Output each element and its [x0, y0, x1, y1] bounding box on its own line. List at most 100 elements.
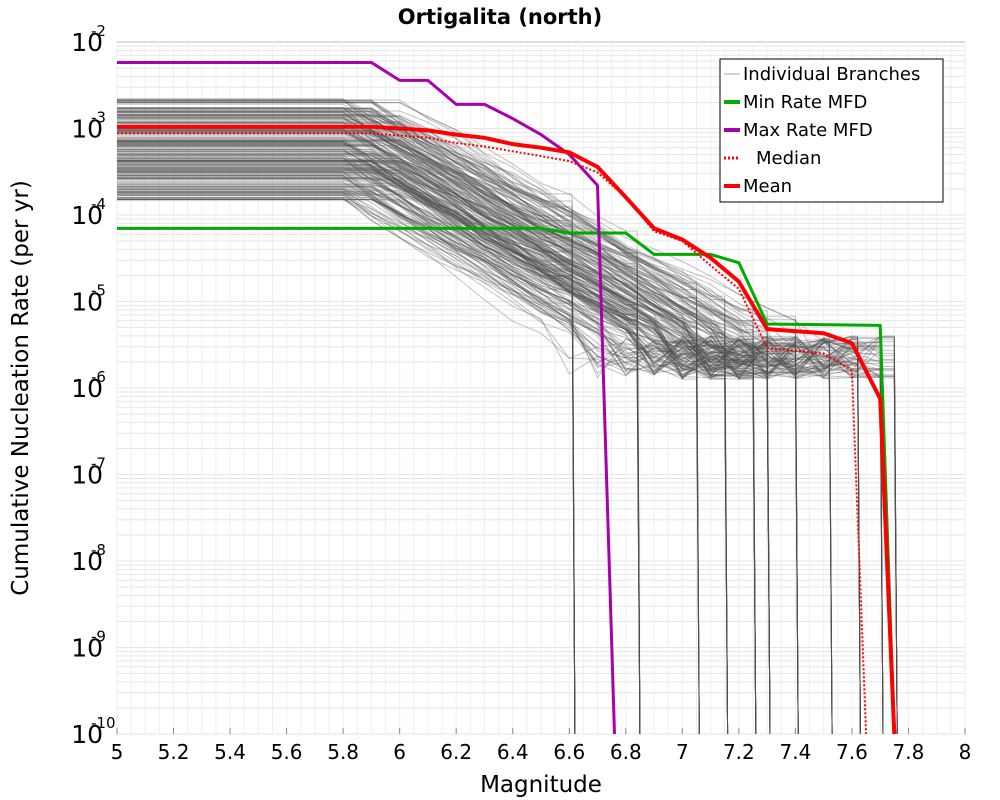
branch-line	[117, 129, 884, 735]
branch-line	[117, 159, 576, 735]
legend-label: Max Rate MFD	[743, 120, 873, 141]
y-tick-label: 10	[71, 374, 103, 403]
branch-line	[117, 197, 861, 735]
branch-line	[117, 167, 799, 735]
branch-line	[117, 122, 833, 735]
branch-line	[117, 186, 576, 735]
branch-line	[117, 183, 861, 735]
branch-line	[117, 169, 729, 735]
branch-line	[117, 165, 799, 735]
branch-line	[117, 143, 833, 735]
branch-line	[117, 101, 833, 735]
x-tick-label: 5.6	[271, 740, 303, 764]
branch-line	[117, 137, 771, 735]
branch-line	[117, 132, 861, 735]
branch-line	[117, 143, 771, 735]
branch-line	[117, 197, 757, 735]
y-tick-exponent: -9	[91, 628, 106, 646]
branch-line	[117, 182, 729, 735]
branch-line	[117, 111, 833, 735]
branch-line	[117, 171, 576, 735]
branch-line	[117, 130, 884, 735]
y-tick-exponent: -5	[91, 282, 106, 300]
branch-line	[117, 102, 576, 735]
x-axis-ticks: 5 5.2 5.4 5.6 5.8 6 6.2 6.4 6.6 6.8 7 7.2 7.4 7.6 7.8 8	[111, 728, 972, 764]
branch-line	[117, 188, 757, 735]
branch-line	[117, 123, 771, 735]
branch-line	[117, 167, 771, 735]
x-tick-label: 7.6	[836, 740, 868, 764]
branch-line	[117, 108, 700, 735]
branch-line	[117, 154, 884, 735]
branch-line	[117, 141, 884, 735]
branch-line	[117, 129, 884, 735]
branch-line	[117, 187, 861, 735]
branch-line	[117, 191, 729, 735]
branch-line	[117, 98, 729, 735]
branch-line	[117, 112, 861, 735]
x-tick-label: 6.6	[553, 740, 585, 764]
branch-line	[117, 188, 757, 735]
branch-line	[117, 143, 700, 735]
branch-line	[117, 113, 771, 735]
y-tick-exponent: -2	[91, 22, 106, 40]
branch-line	[117, 167, 861, 735]
branch-line	[117, 98, 729, 735]
branch-line	[117, 179, 771, 735]
branch-line	[117, 139, 641, 735]
branch-line	[117, 169, 729, 735]
branch-line	[117, 99, 757, 735]
branch-line	[117, 189, 771, 735]
branch-line	[117, 144, 641, 735]
branch-line	[117, 166, 757, 735]
branch-line	[117, 193, 641, 735]
branch-line	[117, 177, 576, 735]
branch-line	[117, 140, 771, 735]
branch-line	[117, 171, 641, 735]
branch-line	[117, 168, 799, 735]
branch-line	[117, 170, 757, 735]
x-axis-label: Magnitude	[480, 772, 602, 798]
x-tick-label: 5.4	[214, 740, 246, 764]
branch-line	[117, 157, 861, 735]
x-tick-label: 5	[111, 740, 124, 764]
branch-line	[117, 153, 898, 735]
branch-line	[117, 161, 576, 735]
branch-line	[117, 131, 729, 735]
branch-line	[117, 140, 771, 735]
branch-line	[117, 133, 884, 735]
branch-line	[117, 167, 771, 735]
branch-line	[117, 100, 799, 735]
branch-line	[117, 103, 799, 735]
branch-line	[117, 139, 861, 735]
branch-line	[117, 109, 833, 735]
branch-line	[117, 144, 700, 735]
branch-line	[117, 161, 757, 735]
branch-line	[117, 163, 729, 735]
legend-label: Mean	[743, 176, 792, 197]
branch-line	[117, 194, 884, 735]
branch-line	[117, 147, 799, 735]
series-line-mean	[117, 124, 897, 735]
branch-line	[117, 157, 576, 735]
branch-line	[117, 149, 799, 735]
branch-line	[117, 115, 799, 735]
branch-line	[117, 177, 641, 735]
branch-line	[117, 121, 729, 735]
branch-line	[117, 182, 576, 735]
x-tick-label: 8	[959, 740, 972, 764]
branch-line	[117, 191, 641, 735]
x-tick-label: 5.8	[327, 740, 359, 764]
y-tick-label: 10	[71, 634, 103, 663]
legend-label: Median	[756, 148, 821, 169]
branch-line	[117, 193, 757, 735]
branch-line	[117, 130, 898, 735]
y-tick-exponent: -6	[91, 368, 106, 386]
branch-line	[117, 100, 641, 735]
branch-line	[117, 149, 757, 735]
branch-line	[117, 176, 771, 735]
branch-line	[117, 179, 771, 735]
branch-line	[117, 112, 833, 735]
chart-title: Ortigalita (north)	[398, 5, 602, 29]
